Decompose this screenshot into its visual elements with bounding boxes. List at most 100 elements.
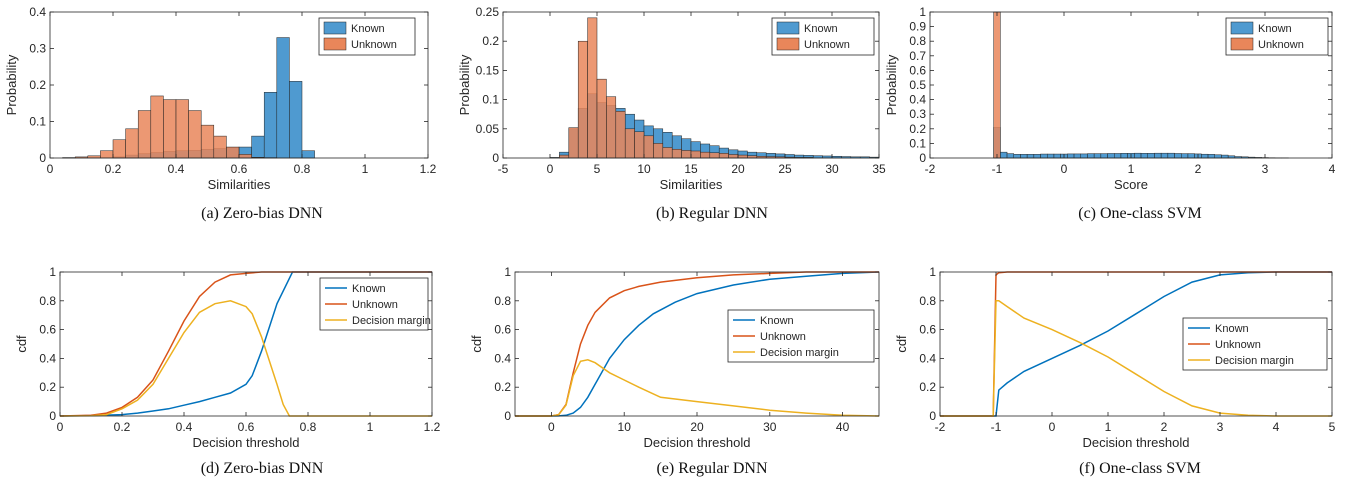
y-tick-label: 0.8 bbox=[909, 34, 926, 48]
histogram-bar bbox=[1041, 154, 1048, 158]
histogram-bar bbox=[1108, 153, 1115, 158]
legend-label: Unknown bbox=[760, 331, 806, 343]
legend-label: Known bbox=[1258, 23, 1292, 35]
caption-e: (e) Regular DNN bbox=[542, 460, 882, 478]
histogram-bar bbox=[1074, 154, 1081, 158]
histogram-bar bbox=[1014, 154, 1021, 158]
y-tick-label: 0.8 bbox=[39, 294, 56, 308]
y-tick-label: 0 bbox=[39, 151, 46, 165]
x-tick-label: -1 bbox=[992, 162, 1003, 176]
histogram-bar bbox=[1047, 154, 1054, 158]
x-axis-label: Decision threshold bbox=[193, 435, 300, 450]
legend-label: Decision margin bbox=[352, 315, 431, 327]
x-tick-label: 0.8 bbox=[294, 162, 311, 176]
histogram-bar bbox=[1020, 154, 1027, 158]
histogram-bar bbox=[302, 151, 315, 158]
histogram-bar bbox=[729, 154, 738, 158]
legend-label: Decision margin bbox=[760, 347, 839, 359]
histogram-bar bbox=[1154, 153, 1161, 158]
histogram-bar bbox=[672, 149, 681, 158]
y-tick-label: 0 bbox=[919, 151, 926, 165]
histogram-bar bbox=[1141, 153, 1148, 158]
y-tick-label: 0.3 bbox=[909, 107, 926, 121]
histogram-bar bbox=[588, 18, 597, 158]
y-axis-label: cdf bbox=[469, 335, 484, 353]
x-tick-label: 0 bbox=[548, 420, 555, 434]
histogram-bar bbox=[126, 129, 139, 158]
caption-d: (d) Zero-bias DNN bbox=[92, 460, 432, 478]
x-tick-label: 0.8 bbox=[300, 420, 317, 434]
histogram-bar bbox=[663, 147, 672, 158]
histogram-bar bbox=[606, 97, 615, 158]
histogram-bar bbox=[1007, 154, 1014, 158]
histogram-bar bbox=[1094, 154, 1101, 158]
y-tick-label: 1 bbox=[919, 5, 926, 19]
histogram-bar bbox=[100, 151, 113, 158]
histogram-bar bbox=[1034, 154, 1041, 158]
histogram-bar bbox=[264, 92, 277, 158]
x-tick-label: 0.6 bbox=[231, 162, 248, 176]
x-tick-label: 30 bbox=[763, 420, 777, 434]
legend: Known Unknown Decision margin bbox=[728, 310, 874, 362]
histogram-bar bbox=[1168, 153, 1175, 158]
histogram-bar bbox=[151, 96, 164, 158]
x-tick-label: 0.2 bbox=[114, 420, 131, 434]
y-tick-label: 0.2 bbox=[482, 34, 499, 48]
histogram-bar bbox=[252, 136, 265, 158]
legend-swatch bbox=[777, 22, 799, 34]
legend-label: Known bbox=[760, 315, 794, 327]
y-tick-label: 0.05 bbox=[476, 122, 500, 136]
y-tick-label: 0.4 bbox=[494, 351, 511, 365]
y-axis-label: cdf bbox=[14, 335, 29, 353]
histogram-bar bbox=[1114, 153, 1121, 158]
y-tick-label: 1 bbox=[929, 265, 936, 279]
x-tick-label: 1 bbox=[367, 420, 374, 434]
x-tick-label: 2 bbox=[1161, 420, 1168, 434]
y-tick-label: 0.6 bbox=[909, 63, 926, 77]
x-tick-label: -1 bbox=[991, 420, 1002, 434]
caption-a: (a) Zero-bias DNN bbox=[92, 205, 432, 223]
histogram-bar bbox=[1081, 154, 1088, 158]
legend-label: Unknown bbox=[804, 39, 850, 51]
histogram-bar bbox=[239, 154, 252, 158]
legend-swatch bbox=[777, 38, 799, 50]
legend-label: Unknown bbox=[351, 39, 397, 51]
x-axis-label: Decision threshold bbox=[644, 435, 751, 450]
x-tick-label: 10 bbox=[618, 420, 632, 434]
legend-label: Known bbox=[352, 283, 386, 295]
histogram-bar bbox=[559, 155, 568, 158]
histogram-bar bbox=[1188, 154, 1195, 158]
y-tick-label: 0.2 bbox=[29, 78, 46, 92]
y-tick-label: 0.4 bbox=[29, 5, 46, 19]
histogram-bar bbox=[1148, 153, 1155, 158]
y-tick-label: 0 bbox=[504, 409, 511, 423]
y-tick-label: 0.2 bbox=[39, 380, 56, 394]
histogram-bar bbox=[569, 128, 578, 158]
histogram-bar bbox=[1181, 154, 1188, 158]
x-tick-label: 0 bbox=[547, 162, 554, 176]
histogram-bar bbox=[289, 81, 302, 158]
histogram-bar bbox=[1121, 153, 1128, 158]
y-tick-label: 0 bbox=[492, 151, 499, 165]
x-tick-label: 3 bbox=[1217, 420, 1224, 434]
x-tick-label: 10 bbox=[637, 162, 651, 176]
histogram-bar bbox=[1134, 153, 1141, 158]
x-tick-label: 40 bbox=[836, 420, 850, 434]
histogram-bar bbox=[625, 129, 634, 158]
y-tick-label: 0 bbox=[929, 409, 936, 423]
x-tick-label: 2 bbox=[1195, 162, 1202, 176]
legend-label: Unknown bbox=[352, 299, 398, 311]
x-axis-label: Similarities bbox=[208, 177, 271, 192]
y-axis-label: cdf bbox=[894, 335, 909, 353]
x-tick-label: 4 bbox=[1329, 162, 1336, 176]
x-tick-label: -5 bbox=[498, 162, 509, 176]
y-tick-label: 0.5 bbox=[909, 78, 926, 92]
x-axis-label: Decision threshold bbox=[1083, 435, 1190, 450]
